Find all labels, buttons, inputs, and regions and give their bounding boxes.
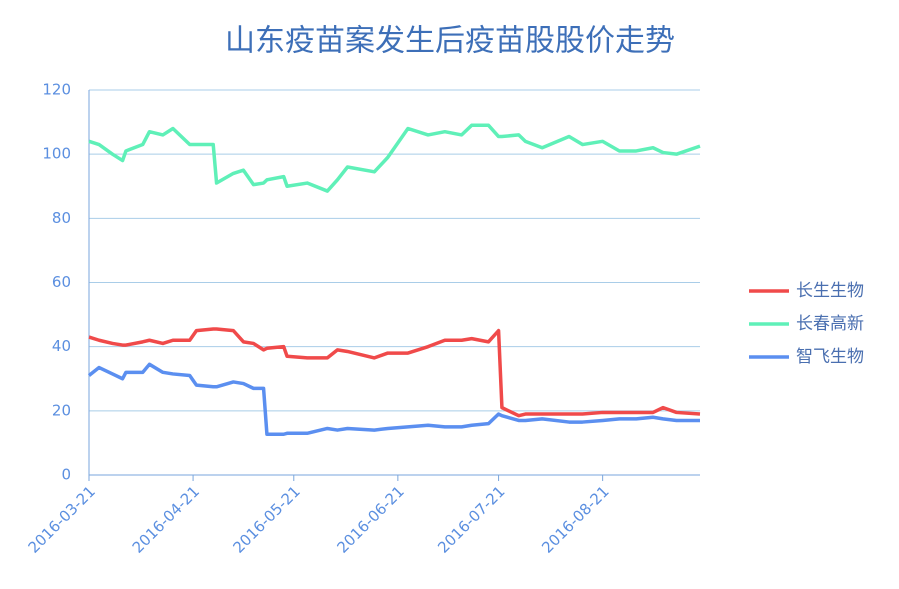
legend-label: 长春高新 — [796, 314, 864, 334]
x-tick-label: 2016-08-21 — [538, 482, 612, 556]
y-tick-label: 120 — [42, 81, 71, 99]
y-tick-label: 100 — [42, 145, 71, 163]
series-line — [88, 123, 701, 193]
x-tick-label: 2016-06-21 — [333, 482, 407, 556]
x-tick-label: 2016-04-21 — [129, 482, 203, 556]
y-tick-label: 20 — [52, 401, 71, 419]
series-line — [87, 362, 700, 437]
x-tick-label: 2016-07-21 — [434, 482, 508, 556]
y-tick-label: 40 — [52, 337, 71, 355]
x-tick-label: 2016-05-21 — [229, 482, 303, 556]
y-tick-label: 0 — [61, 466, 71, 484]
series-line — [88, 327, 701, 418]
y-tick-label: 80 — [52, 209, 71, 227]
x-tick-label: 2016-03-21 — [25, 482, 99, 556]
legend-label: 长生生物 — [796, 281, 864, 301]
y-tick-label: 60 — [52, 273, 71, 291]
chart-title: 山东疫苗案发生后疫苗股股价走势 — [225, 24, 675, 59]
legend-label: 智飞生物 — [796, 347, 864, 367]
